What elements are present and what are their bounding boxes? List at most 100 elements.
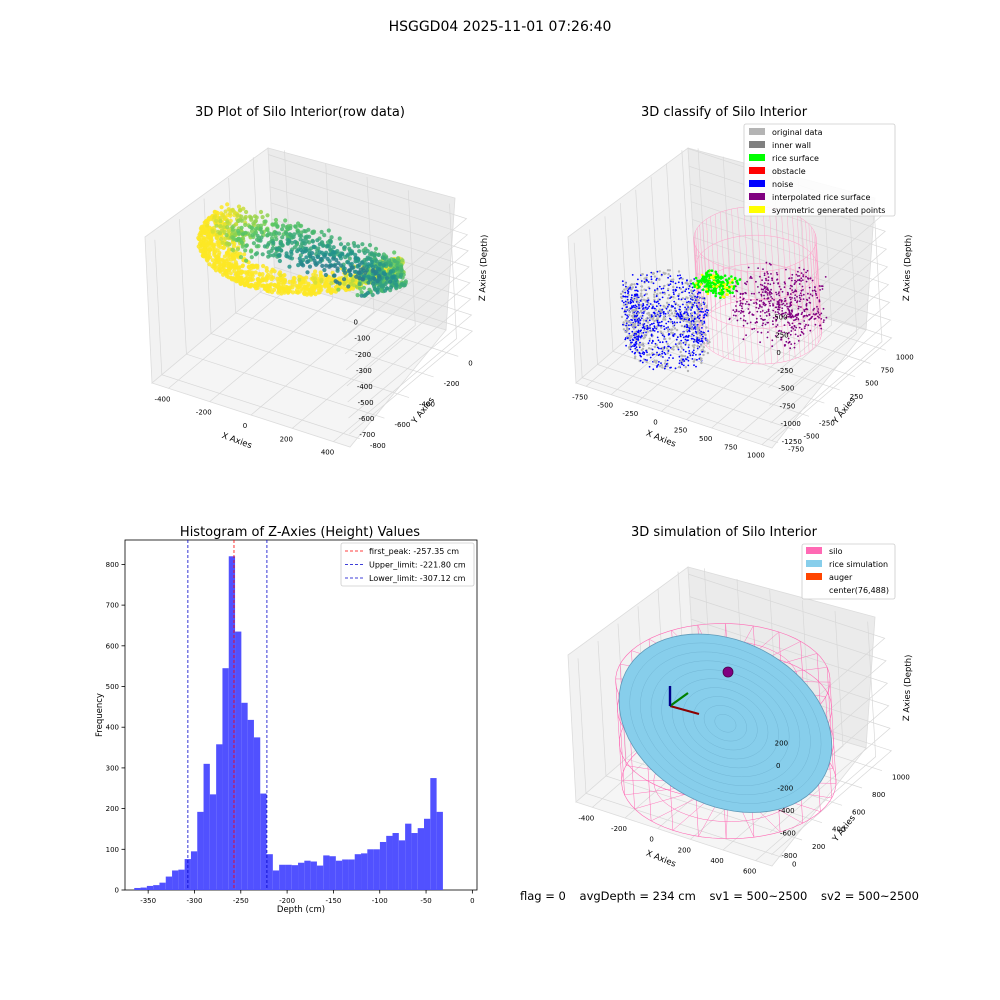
classify-noise-point bbox=[626, 289, 629, 292]
classify-interpolated-point bbox=[768, 292, 771, 294]
classify-interpolated-point bbox=[793, 319, 795, 322]
raw-data-point bbox=[298, 253, 303, 258]
raw-data-point bbox=[306, 227, 311, 232]
rice-mesh-line bbox=[640, 651, 811, 795]
classify-interpolated-point bbox=[770, 288, 772, 291]
classify-noise-point bbox=[695, 340, 698, 343]
classify-interpolated-point bbox=[777, 333, 780, 335]
classify-noise-point bbox=[696, 323, 699, 326]
classify-interpolated-point bbox=[768, 314, 771, 317]
histogram-bar bbox=[203, 763, 210, 890]
histogram-y-tick-label: 300 bbox=[106, 764, 119, 772]
histogram-bar bbox=[235, 631, 242, 890]
raw-data-point bbox=[359, 290, 364, 295]
raw-data-point bbox=[272, 282, 277, 287]
classify-noise-point bbox=[669, 354, 672, 356]
classify-interpolated-point bbox=[777, 303, 780, 305]
classify-interpolated-point bbox=[820, 285, 823, 287]
classify-interpolated-point bbox=[744, 320, 747, 322]
raw-data-point bbox=[243, 222, 248, 227]
classify-noise-point bbox=[681, 291, 683, 294]
raw-data-point bbox=[392, 250, 397, 255]
classify-noise-point bbox=[645, 349, 647, 352]
classify-interpolated-point bbox=[790, 301, 793, 304]
classify-noise-point bbox=[668, 345, 670, 348]
classify-original-point bbox=[708, 340, 711, 344]
raw-data-point bbox=[319, 229, 324, 235]
classify-original-point bbox=[674, 312, 677, 315]
classify-noise-point bbox=[636, 349, 639, 351]
raw-data-point bbox=[287, 238, 292, 243]
classify-original-point bbox=[673, 327, 677, 330]
raw-data-point bbox=[365, 249, 370, 254]
classify-interpolated-point bbox=[788, 324, 791, 326]
classify-original-point bbox=[667, 293, 671, 297]
histogram-bar bbox=[436, 811, 443, 890]
classify-noise-point bbox=[686, 323, 688, 326]
classify-noise-point bbox=[664, 365, 667, 367]
classify-interpolated-point bbox=[756, 310, 759, 313]
classify-noise-point bbox=[638, 351, 641, 354]
classify-original-point bbox=[680, 359, 683, 362]
classify-original-point bbox=[693, 344, 696, 347]
classify-noise-point bbox=[669, 366, 671, 369]
histogram-bar bbox=[386, 835, 393, 890]
simulation-x-tick-label: 0 bbox=[649, 836, 653, 844]
classify-rice-point bbox=[712, 288, 715, 292]
raw-z-axis-label: Z Axies (Depth) bbox=[478, 234, 490, 301]
raw-data-point bbox=[314, 262, 319, 267]
classify-interpolated-point bbox=[802, 316, 805, 318]
classify-noise-point bbox=[635, 338, 638, 340]
histogram-bar bbox=[279, 864, 286, 890]
classify-z-tick-label: -1000 bbox=[781, 420, 801, 428]
classify-noise-point bbox=[641, 305, 644, 307]
classify-noise-point bbox=[693, 327, 695, 329]
simulation-x-tick-label: -200 bbox=[611, 825, 627, 833]
raw-x-tick-label: -200 bbox=[196, 409, 212, 417]
classify-original-point bbox=[622, 291, 625, 294]
classify-noise-point bbox=[646, 279, 648, 282]
raw-data-point bbox=[379, 288, 384, 293]
classify-interpolated-point bbox=[771, 279, 774, 281]
classify-interpolated-point bbox=[818, 324, 821, 327]
classify-rice-point bbox=[707, 269, 710, 273]
classify-interpolated-point bbox=[802, 333, 805, 335]
histogram-bar bbox=[253, 737, 261, 890]
classify-noise-point bbox=[647, 281, 650, 283]
classify-original-point bbox=[668, 314, 671, 317]
classify-original-point bbox=[670, 347, 674, 350]
classify-noise-point bbox=[692, 337, 694, 340]
classify-original-point bbox=[675, 317, 679, 320]
classify-interpolated-point bbox=[757, 307, 760, 310]
classify-interpolated-point bbox=[822, 321, 825, 323]
histogram-bar bbox=[329, 856, 336, 890]
simulation-x-axis-label: X Axies bbox=[644, 849, 677, 870]
classify-noise-point bbox=[679, 305, 681, 308]
classify-symmetric-line bbox=[737, 207, 744, 301]
raw-y-tick-label: -200 bbox=[444, 380, 460, 388]
classify-interpolated-point bbox=[788, 322, 790, 324]
histogram-bar bbox=[323, 855, 330, 890]
classify-rice-point bbox=[714, 276, 718, 280]
classify-interpolated-point bbox=[740, 302, 742, 305]
classify-interpolated-point bbox=[817, 310, 819, 312]
raw-data-point bbox=[388, 279, 393, 284]
classify-interpolated-point bbox=[800, 313, 803, 316]
classify-rice-point bbox=[717, 276, 721, 279]
classify-rice-point bbox=[701, 288, 705, 292]
classify-interpolated-point bbox=[791, 315, 794, 317]
classify-original-point bbox=[689, 280, 692, 283]
raw-data-point bbox=[332, 263, 337, 268]
classify-interpolated-point bbox=[775, 325, 778, 328]
classify-original-point bbox=[667, 330, 670, 333]
classify-rice-point bbox=[709, 285, 713, 289]
raw-data-point bbox=[359, 260, 364, 265]
classify-interpolated-point bbox=[738, 310, 740, 313]
classify-noise-point bbox=[689, 354, 692, 357]
raw-data-point bbox=[282, 277, 287, 282]
classify-interpolated-point bbox=[763, 272, 766, 275]
raw-data-point bbox=[347, 256, 352, 261]
raw-data-point bbox=[266, 272, 271, 277]
raw-z-tick-label: -200 bbox=[355, 351, 371, 359]
classify-interpolated-point bbox=[814, 317, 817, 320]
